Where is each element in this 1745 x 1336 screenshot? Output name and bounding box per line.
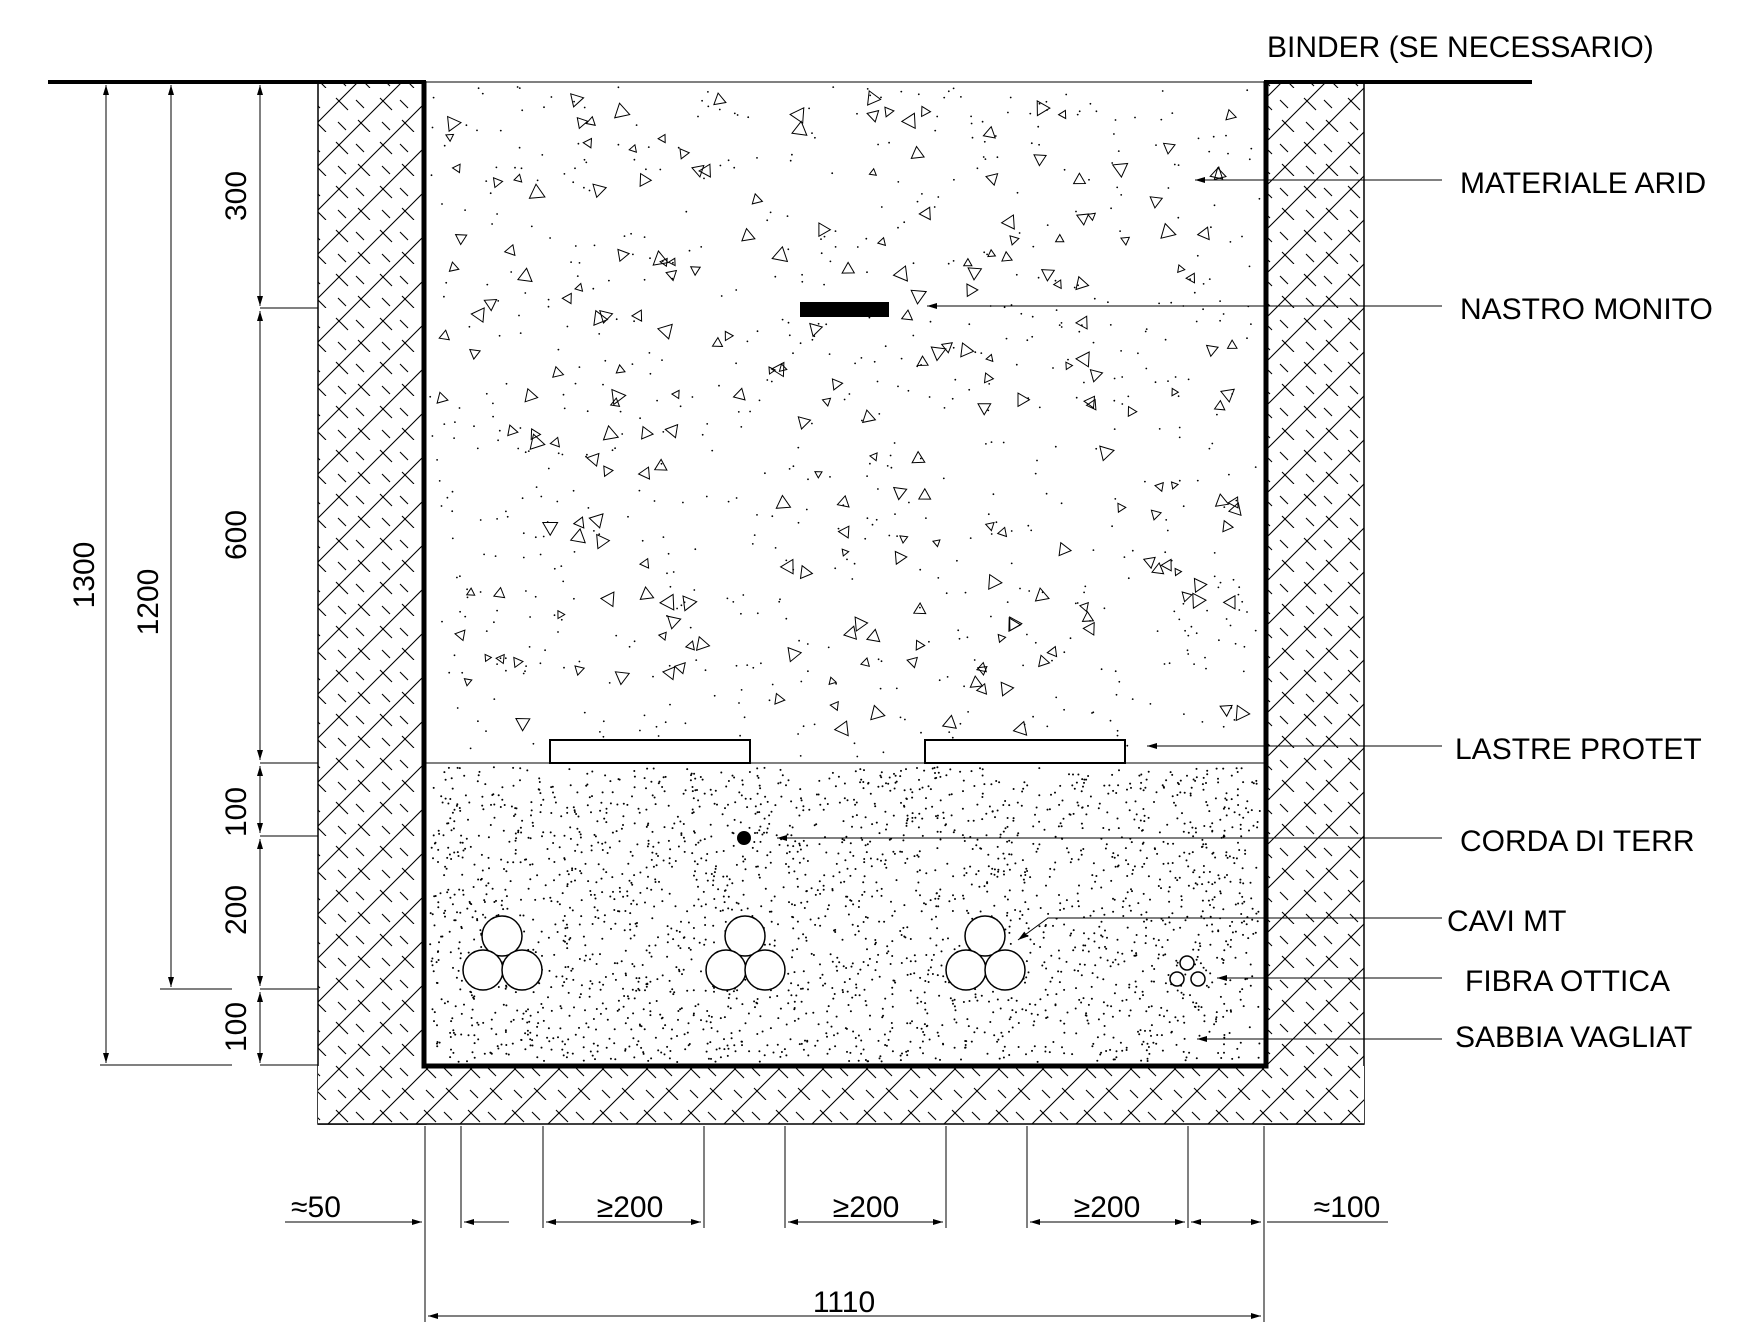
dim-total-depth: 1300 [68,542,101,609]
vertical-dimension-labels: 1300 1200 300 600 100 200 100 [68,171,253,1052]
arid-material-texture [429,86,1261,759]
arid-material-fill [426,82,1264,763]
leader-lines [777,177,1442,1042]
label-corda-di-terra: CORDA DI TERR [1460,825,1694,858]
mt-cable-trefoil-3 [945,915,1026,991]
label-nastro-monitor: NASTRO MONITO [1460,293,1713,326]
horizontal-dimension-labels: ≈50 ≥200 ≥200 ≥200 ≈100 1110 [291,1191,1380,1319]
label-materiale-arido: MATERIALE ARID [1460,167,1706,200]
fiber-optic-cables [1169,955,1206,987]
protective-slab-right [924,739,1126,764]
dim-spacing-1: ≥200 [597,1191,664,1224]
trench-outline [421,82,1269,1069]
earth-rope [737,831,751,845]
dim-left-offset: ≈50 [291,1191,341,1224]
layer-labels: BINDER (SE NECESSARIO) MATERIALE ARID NA… [1267,31,1713,1054]
mt-cable-trefoil-2 [705,915,786,991]
dim-spacing-2: ≥200 [833,1191,900,1224]
dim-sand-bottom: 100 [220,1002,253,1052]
surrounding-soil [317,81,1365,1125]
label-lastre-protettive: LASTRE PROTET [1455,733,1702,766]
dim-right-offset: ≈100 [1314,1191,1381,1224]
dim-sand-mid: 200 [220,885,253,935]
screened-sand-fill [426,763,1264,1066]
dim-fill-mid: 600 [220,510,253,560]
vertical-dimensions [100,85,318,1066]
dim-sand-top: 100 [220,787,253,837]
label-binder: BINDER (SE NECESSARIO) [1267,31,1654,64]
label-cavi-mt: CAVI MT [1447,905,1566,938]
monitor-tape [800,302,889,317]
dim-trench-width: 1110 [813,1286,875,1319]
mt-cable-trefoil-1 [462,915,543,991]
dim-cable-depth: 1200 [132,569,165,636]
dim-spacing-3: ≥200 [1074,1191,1141,1224]
protective-slab-left [549,739,751,764]
dim-fill-top: 300 [220,171,253,221]
label-sabbia-vagliata: SABBIA VAGLIAT [1455,1021,1692,1054]
label-fibra-ottica: FIBRA OTTICA [1465,965,1670,998]
horizontal-dimensions [285,1126,1388,1322]
